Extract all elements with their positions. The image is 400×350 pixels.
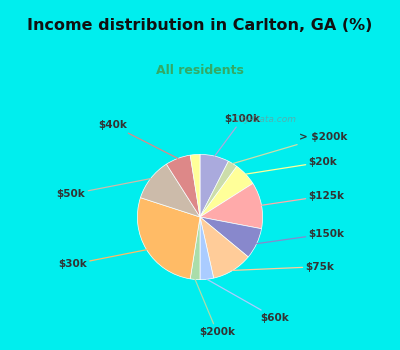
Wedge shape	[200, 161, 237, 217]
Text: $200k: $200k	[195, 279, 235, 337]
Text: Income distribution in Carlton, GA (%): Income distribution in Carlton, GA (%)	[27, 18, 373, 33]
Wedge shape	[137, 198, 200, 279]
Text: $30k: $30k	[58, 250, 147, 270]
Wedge shape	[200, 217, 248, 278]
Text: City-Data.com: City-Data.com	[233, 115, 297, 124]
Text: $40k: $40k	[98, 120, 178, 159]
Text: All residents: All residents	[156, 64, 244, 77]
Text: $75k: $75k	[233, 262, 334, 272]
Wedge shape	[200, 217, 214, 280]
Wedge shape	[190, 154, 200, 217]
Wedge shape	[200, 166, 253, 217]
Text: $60k: $60k	[207, 279, 289, 323]
Text: $20k: $20k	[246, 157, 337, 174]
Text: $50k: $50k	[57, 178, 150, 199]
Wedge shape	[200, 217, 262, 257]
Wedge shape	[200, 183, 263, 229]
Wedge shape	[200, 154, 228, 217]
Text: $150k: $150k	[257, 229, 344, 244]
Text: $125k: $125k	[262, 191, 344, 205]
Wedge shape	[140, 164, 200, 217]
Text: $100k: $100k	[215, 114, 260, 156]
Wedge shape	[190, 217, 200, 280]
Text: > $200k: > $200k	[233, 132, 348, 163]
Wedge shape	[166, 155, 200, 217]
